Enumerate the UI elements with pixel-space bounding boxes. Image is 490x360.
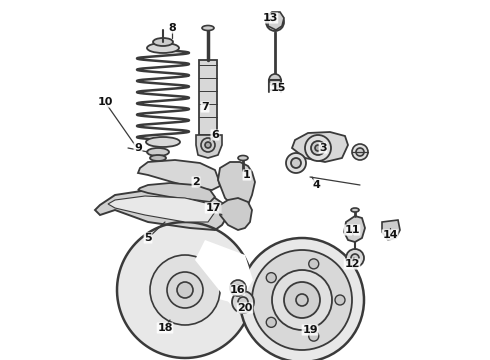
Polygon shape [138, 183, 215, 202]
Text: 3: 3 [319, 143, 327, 153]
Circle shape [232, 291, 254, 313]
Text: 17: 17 [205, 203, 221, 213]
Circle shape [252, 250, 352, 350]
Polygon shape [117, 222, 253, 358]
Text: 13: 13 [262, 13, 278, 23]
Ellipse shape [351, 208, 359, 212]
Polygon shape [108, 196, 215, 222]
Circle shape [230, 280, 246, 296]
Circle shape [150, 255, 220, 325]
Ellipse shape [150, 155, 166, 161]
Polygon shape [292, 132, 348, 162]
Circle shape [266, 13, 284, 31]
Circle shape [238, 297, 248, 307]
Polygon shape [344, 216, 365, 242]
Polygon shape [195, 240, 253, 310]
Circle shape [291, 158, 301, 168]
Text: 15: 15 [270, 83, 286, 93]
Circle shape [269, 74, 281, 86]
Circle shape [205, 142, 211, 148]
Circle shape [284, 282, 320, 318]
Text: 11: 11 [344, 225, 360, 235]
Polygon shape [95, 190, 228, 230]
Circle shape [272, 270, 332, 330]
Text: 2: 2 [192, 177, 200, 187]
Text: 6: 6 [211, 130, 219, 140]
Text: 12: 12 [344, 259, 360, 269]
Circle shape [352, 144, 368, 160]
Circle shape [240, 238, 364, 360]
Circle shape [356, 148, 364, 156]
Ellipse shape [153, 38, 173, 46]
Circle shape [296, 294, 308, 306]
Polygon shape [220, 198, 252, 230]
Circle shape [177, 282, 193, 298]
Text: 7: 7 [201, 102, 209, 112]
Ellipse shape [202, 26, 214, 31]
Circle shape [351, 254, 359, 262]
Polygon shape [138, 160, 220, 190]
Circle shape [311, 141, 325, 155]
Polygon shape [268, 12, 284, 30]
Polygon shape [218, 162, 255, 210]
Text: 8: 8 [168, 23, 176, 33]
Text: 4: 4 [312, 180, 320, 190]
Text: 14: 14 [382, 230, 398, 240]
Circle shape [305, 135, 331, 161]
Ellipse shape [147, 148, 169, 156]
Ellipse shape [146, 137, 180, 147]
Circle shape [309, 259, 318, 269]
Circle shape [167, 272, 203, 308]
Circle shape [346, 249, 364, 267]
Circle shape [201, 138, 215, 152]
Circle shape [235, 285, 241, 291]
Circle shape [286, 153, 306, 173]
Polygon shape [382, 220, 400, 240]
Circle shape [266, 317, 276, 327]
Text: 19: 19 [302, 325, 318, 335]
Circle shape [315, 145, 321, 151]
Text: 9: 9 [134, 143, 142, 153]
Text: 5: 5 [144, 233, 152, 243]
Text: 1: 1 [243, 170, 251, 180]
Ellipse shape [147, 43, 179, 53]
Polygon shape [196, 135, 222, 158]
Circle shape [271, 18, 279, 26]
Text: 18: 18 [157, 323, 173, 333]
Text: 16: 16 [229, 285, 245, 295]
Ellipse shape [238, 156, 248, 161]
Circle shape [266, 273, 276, 283]
Text: 10: 10 [98, 97, 113, 107]
Circle shape [309, 331, 318, 341]
Text: 20: 20 [237, 303, 253, 313]
Circle shape [335, 295, 345, 305]
Bar [199, 60, 217, 135]
